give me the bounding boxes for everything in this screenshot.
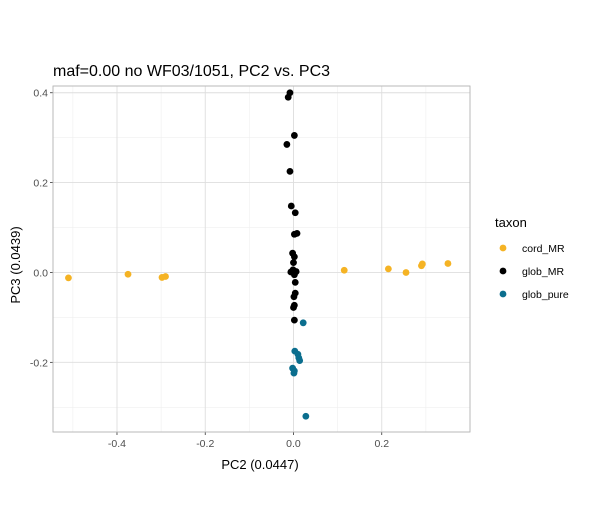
plot-panel: -0.4 -0.2 0.0 0.2 -0.2 0.0 0.2 0.4 [30,85,471,450]
panel-border [52,85,471,433]
y-tick-label: 0.2 [33,178,48,190]
data-point-glob_MR [291,278,299,286]
data-point-glob_MR [290,259,297,266]
data-point-glob_MR [290,293,298,301]
data-point-glob_MR [283,141,291,148]
legend-title: taxon [495,215,527,230]
data-point-cord_MR [402,269,410,276]
data-point-glob_MR [291,209,299,217]
x-tick-label: -0.2 [196,438,214,450]
data-point-cord_MR [384,265,392,273]
legend-key-cord_MR [499,244,507,252]
x-tick-label: 0.2 [374,438,389,450]
data-point-cord_MR [444,260,452,267]
data-point-glob_MR [286,167,294,175]
data-point-glob_pure [296,357,304,364]
legend-key-glob_MR [499,267,507,275]
legend-label-cord_MR: cord_MR [522,243,565,255]
data-point-cord_MR [162,273,169,280]
data-point-cord_MR [418,260,426,268]
data-point-cord_MR [340,266,348,274]
data-point-cord_MR [65,274,72,282]
x-tick-label: -0.4 [108,438,126,450]
legend: taxon cord_MR glob_MR glob_pure [495,215,569,301]
y-tick-label: 0.0 [33,267,48,279]
data-point-glob_MR [290,253,298,261]
legend-key-glob_pure [499,290,507,298]
data-point-glob_pure [290,369,298,377]
data-point-glob_MR [290,230,298,238]
data-point-glob_MR [284,93,292,101]
data-point-glob_MR [290,304,297,311]
data-point-glob_MR [290,271,298,279]
x-axis-title: PC2 (0.0447) [221,457,298,472]
data-point-glob_MR [287,202,295,210]
chart-title: maf=0.00 no WF03/1051, PC2 vs. PC3 [53,63,330,80]
legend-label-glob_pure: glob_pure [522,289,569,301]
data-point-glob_pure [299,319,307,327]
x-tick-label: 0.0 [286,438,301,450]
data-point-glob_MR [290,132,298,139]
data-point-glob_MR [290,316,298,324]
y-tick-label: -0.2 [30,357,48,369]
data-point-cord_MR [124,270,132,278]
y-axis-title: PC3 (0.0439) [8,226,23,303]
data-point-glob_pure [302,412,310,420]
legend-label-glob_MR: glob_MR [522,266,564,278]
y-tick-label: 0.4 [33,88,48,100]
